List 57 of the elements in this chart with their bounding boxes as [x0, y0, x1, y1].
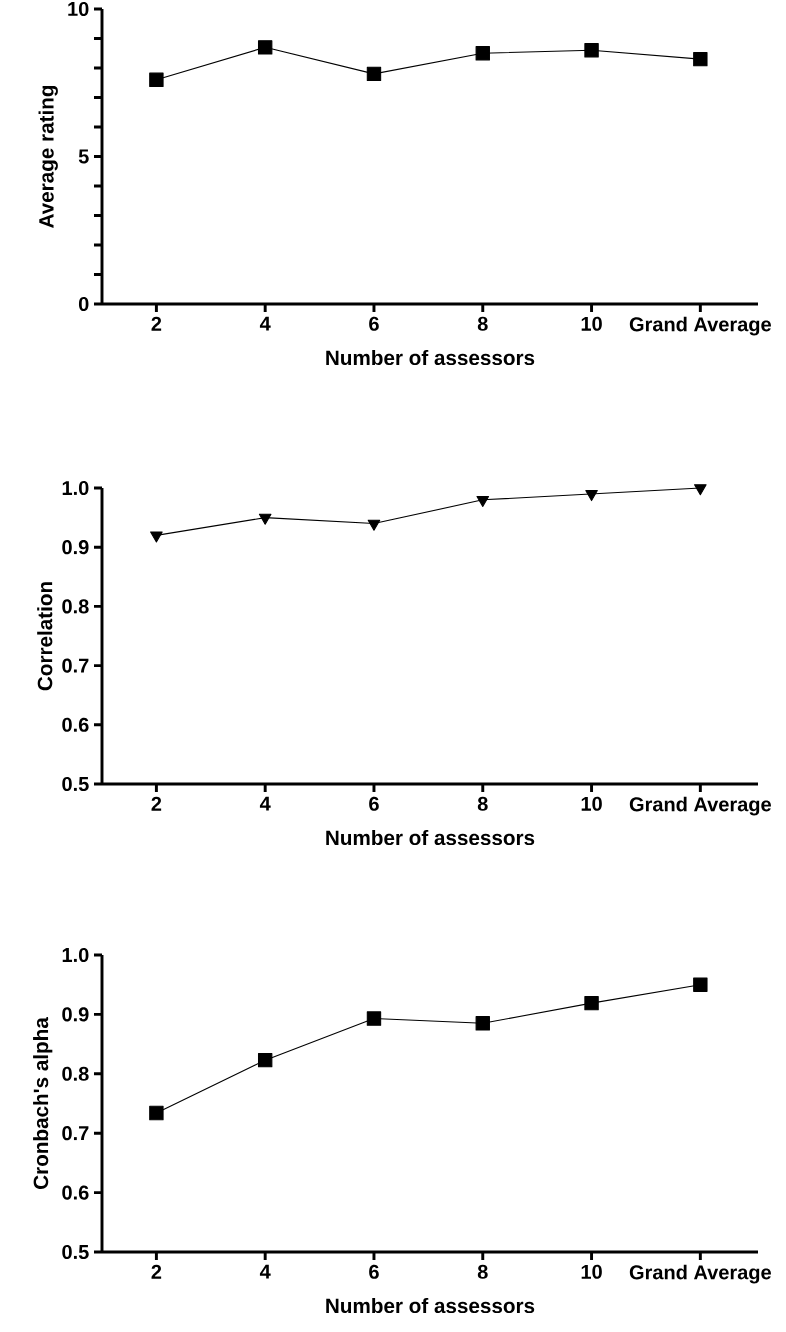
x-tick-label: 4	[259, 1264, 271, 1279]
x-axis-title: Number of assessors	[326, 829, 535, 846]
x-tick-label: 10	[581, 1264, 602, 1279]
y-axis-title: Cronbach's alpha	[33, 1017, 53, 1189]
y-tick-label: 1.0	[62, 480, 89, 496]
y-tick-label: 0.5	[62, 1244, 89, 1260]
y-tick-label: 0	[78, 296, 89, 312]
y-tick-label: 0.8	[62, 599, 89, 614]
point	[475, 1016, 490, 1031]
point	[693, 51, 708, 67]
point	[366, 1011, 382, 1026]
x-axis-title: Number of assessors	[326, 349, 535, 366]
point	[475, 46, 490, 61]
point	[367, 519, 381, 531]
x-tick-label: 10	[581, 796, 602, 811]
y-tick-label: 0.6	[62, 1185, 89, 1200]
point	[150, 531, 163, 543]
point	[476, 495, 490, 508]
y-tick-label: 0.9	[62, 1007, 89, 1022]
x-tick-label: Grand Average	[629, 316, 771, 336]
point	[366, 66, 382, 82]
y-tick-label: 1.0	[62, 947, 89, 963]
y-tick-label: 0.7	[62, 1126, 89, 1141]
x-axis-title: Number of assessors	[326, 1297, 535, 1314]
point	[257, 40, 273, 55]
x-tick-label: 8	[477, 796, 488, 811]
point	[257, 1052, 273, 1068]
x-tick-label: 2	[151, 316, 162, 331]
x-tick-label: 8	[477, 316, 488, 331]
x-tick-label: 10	[581, 316, 602, 331]
y-tick-label: 0.9	[62, 540, 89, 555]
x-tick-label: 6	[369, 796, 379, 811]
y-tick-label: 0.6	[62, 717, 89, 732]
point	[585, 490, 598, 502]
y-axis-title: Correlation	[37, 582, 53, 691]
point	[694, 484, 707, 496]
x-tick-label: 6	[369, 1264, 379, 1279]
x-tick-label: 2	[151, 1264, 162, 1279]
y-tick-label: 0.5	[62, 776, 89, 792]
point	[258, 513, 272, 525]
x-tick-label: 4	[259, 316, 271, 331]
point	[149, 72, 164, 87]
y-axis-title: Average rating	[38, 85, 58, 228]
x-tick-label: Grand Average	[629, 796, 771, 816]
point	[584, 43, 599, 58]
y-tick-label: 5	[78, 149, 89, 164]
x-tick-label: Grand Average	[629, 1264, 771, 1284]
y-tick-label: 0.7	[62, 658, 89, 673]
point	[149, 1105, 164, 1121]
point	[693, 977, 708, 992]
x-tick-label: 4	[259, 796, 271, 811]
y-tick-label: 10	[68, 1, 89, 17]
x-tick-label: 2	[151, 796, 162, 811]
x-tick-label: 8	[477, 1264, 488, 1279]
x-tick-label: 6	[369, 316, 379, 331]
y-tick-label: 0.8	[62, 1066, 89, 1081]
point	[584, 995, 599, 1011]
